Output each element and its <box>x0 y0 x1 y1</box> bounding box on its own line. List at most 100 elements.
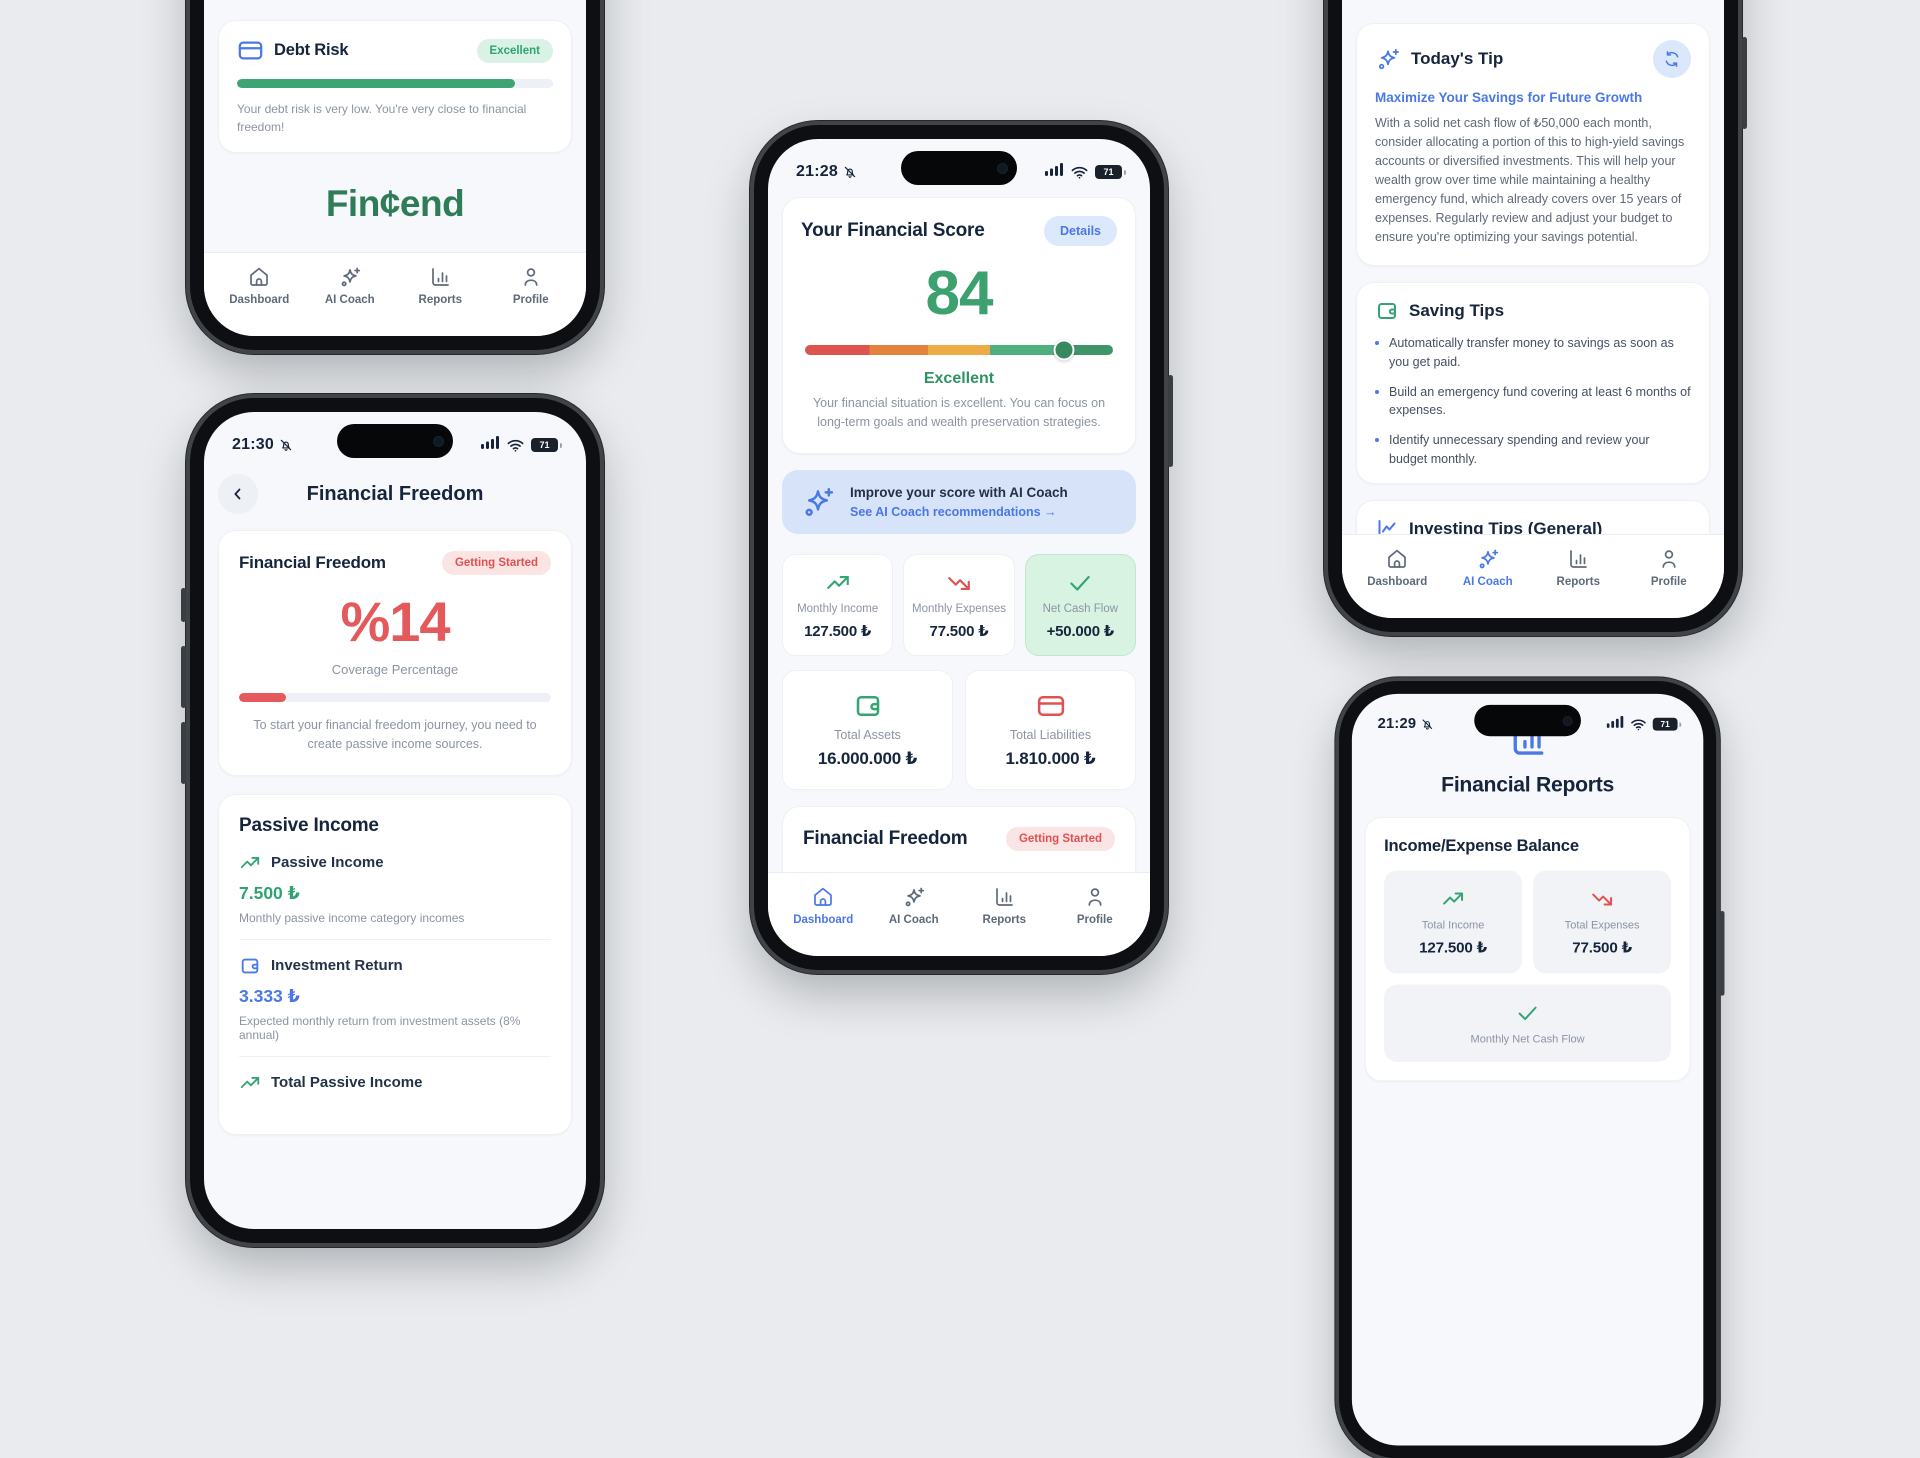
nav-reports[interactable]: Reports <box>395 265 486 336</box>
home-icon <box>811 885 835 909</box>
saving-tips-card: Saving Tips Automatically transfer money… <box>1356 282 1710 484</box>
power-button <box>1742 37 1747 129</box>
status-badge: Getting Started <box>441 551 551 575</box>
ai-coach-banner[interactable]: Improve your score with AI Coach See AI … <box>782 469 1136 534</box>
page-title: Financial Reports <box>1441 772 1615 796</box>
ai-coach-screen: Today's Tip Maximize Your Savings for Fu… <box>1342 0 1724 618</box>
sparkle-icon <box>338 265 362 289</box>
nav-reports[interactable]: Reports <box>1533 547 1624 618</box>
camera-dot <box>433 435 444 447</box>
power-button <box>1168 375 1173 467</box>
financial-freedom-screen: 21:30 71 Financial Freedom Financial Fre… <box>204 412 586 1229</box>
tip-body: With a solid net cash flow of ₺50,000 ea… <box>1375 116 1685 244</box>
tile-net-cash-flow[interactable]: Monthly Net Cash Flow <box>1384 984 1672 1062</box>
score-marker <box>1053 339 1075 361</box>
tile-total-income[interactable]: Total Income 127.500 ₺ <box>1384 870 1523 974</box>
person-icon <box>1657 547 1681 571</box>
bell-slash-icon <box>843 165 857 179</box>
credit-card-icon <box>1036 691 1066 721</box>
nav-dashboard[interactable]: Dashboard <box>778 885 869 956</box>
nav-reports[interactable]: Reports <box>959 885 1050 956</box>
volume-down-button <box>181 722 186 784</box>
saving-tips-title: Saving Tips <box>1409 301 1505 320</box>
investing-tips-title: Investing Tips (General) <box>1409 518 1603 538</box>
score-value: 84 <box>925 259 994 328</box>
trend-down-icon <box>1590 887 1614 911</box>
score-card-title: Your Financial Score <box>801 220 985 241</box>
list-item: Passive Income 7.500 ₺ Monthly passive i… <box>239 837 551 940</box>
stat-monthly-income[interactable]: Monthly Income 127.500 ₺ <box>782 553 894 656</box>
item-description: Monthly passive income category incomes <box>239 910 465 925</box>
dynamic-island <box>337 424 453 458</box>
coverage-progress <box>239 693 551 702</box>
wifi-icon <box>1631 718 1647 730</box>
stat-net-cash-flow[interactable]: Net Cash Flow +50.000 ₺ <box>1024 553 1136 656</box>
totals-row: Total Assets 16.000.000 ₺ Total Liabilit… <box>782 669 1136 790</box>
debt-risk-description: Your debt risk is very low. You're very … <box>237 102 527 134</box>
refresh-button[interactable] <box>1653 40 1691 78</box>
nav-dashboard[interactable]: Dashboard <box>1352 547 1443 618</box>
bell-slash-icon <box>279 438 293 452</box>
debt-risk-screen: Debt Risk Excellent Your debt risk is ve… <box>204 0 586 336</box>
signal-icon <box>1045 163 1064 181</box>
card-title: Financial Freedom <box>239 553 386 572</box>
phone-financial-freedom: 21:30 71 Financial Freedom Financial Fre… <box>181 398 600 1243</box>
signal-icon <box>481 436 500 454</box>
debt-risk-badge: Excellent <box>476 38 553 63</box>
page-header: Financial Freedom <box>204 472 586 516</box>
score-description: Your financial situation is excellent. Y… <box>812 396 1106 430</box>
stat-monthly-expenses[interactable]: Monthly Expenses 77.500 ₺ <box>903 553 1015 656</box>
sparkle-icon <box>1476 547 1500 571</box>
list-item: Total Passive Income <box>239 1057 551 1108</box>
battery-icon: 71 <box>1095 165 1126 179</box>
item-value: 3.333 ₺ <box>239 985 300 1006</box>
stat-total-liabilities[interactable]: Total Liabilities 1.810.000 ₺ <box>965 669 1136 790</box>
nav-ai-coach[interactable]: AI Coach <box>1443 547 1534 618</box>
home-icon <box>1385 547 1409 571</box>
income-expense-card: Income/Expense Balance Total Income 127.… <box>1364 817 1691 1082</box>
section-title: Financial Freedom <box>803 827 968 849</box>
nav-profile[interactable]: Profile <box>1624 547 1715 618</box>
chevron-left-icon <box>229 485 247 503</box>
nav-ai-coach[interactable]: AI Coach <box>869 885 960 956</box>
reports-hero: Financial Reports <box>1352 718 1703 797</box>
tile-total-expenses[interactable]: Total Expenses 77.500 ₺ <box>1533 870 1672 974</box>
trend-up-icon <box>1441 887 1465 911</box>
sparkle-icon <box>800 485 836 519</box>
status-badge: Getting Started <box>1005 826 1115 851</box>
camera-dot <box>997 162 1008 174</box>
balance-tiles: Total Income 127.500 ₺ Total Expenses 77… <box>1384 870 1672 974</box>
coverage-description: To start your financial freedom journey,… <box>253 718 537 752</box>
nav-profile[interactable]: Profile <box>1050 885 1141 956</box>
back-button[interactable] <box>218 474 258 514</box>
trend-down-icon <box>946 570 972 596</box>
page-title: Financial Freedom <box>306 482 484 505</box>
stat-total-assets[interactable]: Total Assets 16.000.000 ₺ <box>782 669 953 790</box>
wifi-icon <box>1071 166 1088 179</box>
person-icon <box>519 265 543 289</box>
phone-debt-risk: Debt Risk Excellent Your debt risk is ve… <box>190 0 600 350</box>
tip-headline[interactable]: Maximize Your Savings for Future Growth <box>1375 90 1643 105</box>
person-icon <box>1083 885 1107 909</box>
bottom-nav: Dashboard AI Coach Reports Profile <box>768 872 1150 956</box>
battery-icon: 71 <box>531 438 562 452</box>
check-icon <box>1516 1001 1540 1025</box>
debt-risk-progress <box>237 79 553 88</box>
nav-profile[interactable]: Profile <box>486 265 577 336</box>
tip-card-title: Today's Tip <box>1411 49 1504 68</box>
passive-income-title: Passive Income <box>239 814 379 836</box>
wifi-icon <box>507 439 524 452</box>
refresh-icon <box>1663 50 1681 68</box>
sparkle-icon <box>1375 47 1401 71</box>
sparkle-icon <box>902 885 926 909</box>
details-button[interactable]: Details <box>1044 216 1117 246</box>
banner-link[interactable]: See AI Coach recommendations → <box>850 504 1057 519</box>
financial-score-card: Your Financial Score Details 84 Excellen… <box>782 197 1136 454</box>
debt-risk-title: Debt Risk <box>274 41 349 59</box>
nav-dashboard[interactable]: Dashboard <box>214 265 305 336</box>
bottom-nav: Dashboard AI Coach Reports Profile <box>204 252 586 336</box>
bullet-dot <box>1375 389 1379 394</box>
phone-financial-reports: 21:29 71 Financial Reports Income/Expens… <box>1339 681 1725 1458</box>
nav-ai-coach[interactable]: AI Coach <box>305 265 396 336</box>
battery-icon: 71 <box>1652 717 1682 731</box>
